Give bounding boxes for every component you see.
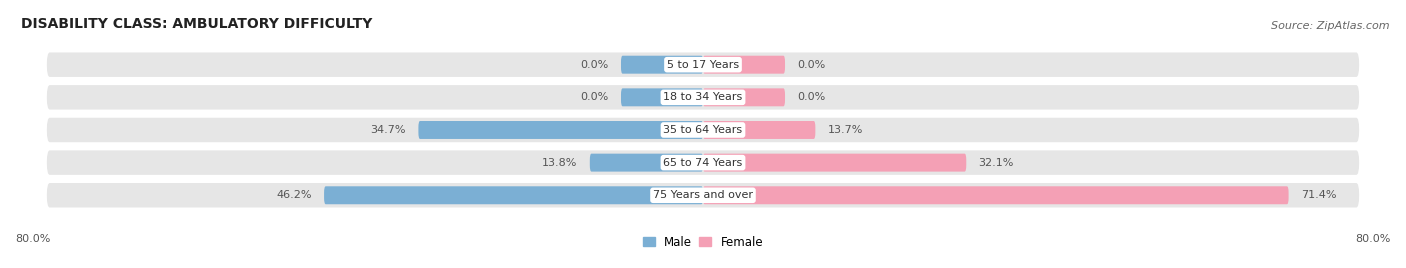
FancyBboxPatch shape [323,186,703,204]
Text: 0.0%: 0.0% [797,92,825,102]
Text: 46.2%: 46.2% [277,190,312,200]
Text: 13.7%: 13.7% [828,125,863,135]
FancyBboxPatch shape [703,88,785,106]
FancyBboxPatch shape [621,88,703,106]
Legend: Male, Female: Male, Female [638,231,768,253]
Text: 0.0%: 0.0% [581,92,609,102]
Text: 34.7%: 34.7% [371,125,406,135]
Text: 0.0%: 0.0% [581,60,609,70]
FancyBboxPatch shape [703,154,966,172]
Text: 35 to 64 Years: 35 to 64 Years [664,125,742,135]
Text: 0.0%: 0.0% [797,60,825,70]
Text: 71.4%: 71.4% [1301,190,1336,200]
FancyBboxPatch shape [46,118,1360,142]
FancyBboxPatch shape [591,154,703,172]
FancyBboxPatch shape [46,53,1360,77]
Text: 65 to 74 Years: 65 to 74 Years [664,158,742,168]
FancyBboxPatch shape [621,56,703,74]
Text: 75 Years and over: 75 Years and over [652,190,754,200]
Text: 80.0%: 80.0% [15,234,51,244]
FancyBboxPatch shape [703,186,1289,204]
Text: DISABILITY CLASS: AMBULATORY DIFFICULTY: DISABILITY CLASS: AMBULATORY DIFFICULTY [21,17,373,31]
FancyBboxPatch shape [46,183,1360,207]
FancyBboxPatch shape [46,85,1360,110]
FancyBboxPatch shape [419,121,703,139]
Text: 13.8%: 13.8% [543,158,578,168]
Text: Source: ZipAtlas.com: Source: ZipAtlas.com [1271,21,1389,31]
FancyBboxPatch shape [703,121,815,139]
Text: 80.0%: 80.0% [1355,234,1391,244]
FancyBboxPatch shape [703,56,785,74]
FancyBboxPatch shape [46,150,1360,175]
Text: 18 to 34 Years: 18 to 34 Years [664,92,742,102]
Text: 32.1%: 32.1% [979,158,1014,168]
Text: 5 to 17 Years: 5 to 17 Years [666,60,740,70]
